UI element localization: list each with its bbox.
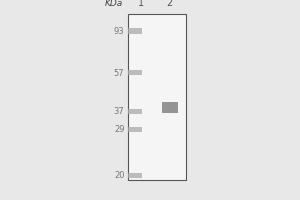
Bar [128, 127, 142, 132]
Bar [162, 102, 178, 112]
Text: 1: 1 [138, 0, 144, 8]
Text: 57: 57 [114, 68, 124, 77]
Text: 20: 20 [114, 170, 124, 180]
Bar [128, 172, 142, 178]
Bar [128, 28, 142, 33]
Text: 93: 93 [114, 26, 124, 36]
Text: 2: 2 [167, 0, 172, 8]
Bar [128, 14, 186, 180]
Bar [128, 108, 142, 114]
Text: KDa: KDa [105, 0, 123, 8]
Text: 37: 37 [114, 106, 124, 116]
Bar [128, 70, 142, 75]
Text: 29: 29 [114, 124, 124, 134]
